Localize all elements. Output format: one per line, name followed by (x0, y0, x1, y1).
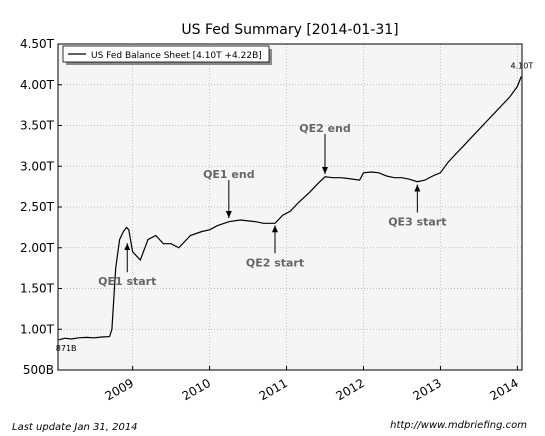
y-tick-label: 500B (23, 363, 54, 377)
footer-left: Last update Jan 31, 2014 (12, 422, 138, 433)
value-label: 4.10T (511, 62, 534, 71)
y-tick-label: 4.00T (20, 78, 55, 92)
legend-box (62, 45, 270, 63)
legend-label: US Fed Balance Sheet [4.10T +4.22B] (91, 51, 262, 61)
annotation: QE2 end (299, 122, 351, 135)
chart-title: US Fed Summary [2014-01-31] (181, 22, 398, 38)
y-tick-label: 3.50T (20, 119, 55, 133)
y-tick-label: 2.50T (20, 200, 55, 214)
value-label: 871B (56, 344, 77, 353)
annotation: QE1 start (98, 275, 156, 288)
annotation: QE1 end (203, 168, 255, 181)
y-tick-label: 4.50T (20, 37, 55, 51)
line (58, 76, 522, 341)
y-tick-label: 1.50T (20, 282, 55, 296)
y-tick-label: 1.00T (20, 322, 55, 336)
plot-frame (57, 43, 523, 371)
annotation: QE2 start (246, 256, 304, 269)
footer-right: http://www.mdbriefing.com (390, 420, 527, 431)
annotation: QE3 start (388, 216, 446, 229)
y-tick-label: 3.00T (20, 159, 55, 173)
y-tick-label: 2.00T (20, 241, 55, 255)
